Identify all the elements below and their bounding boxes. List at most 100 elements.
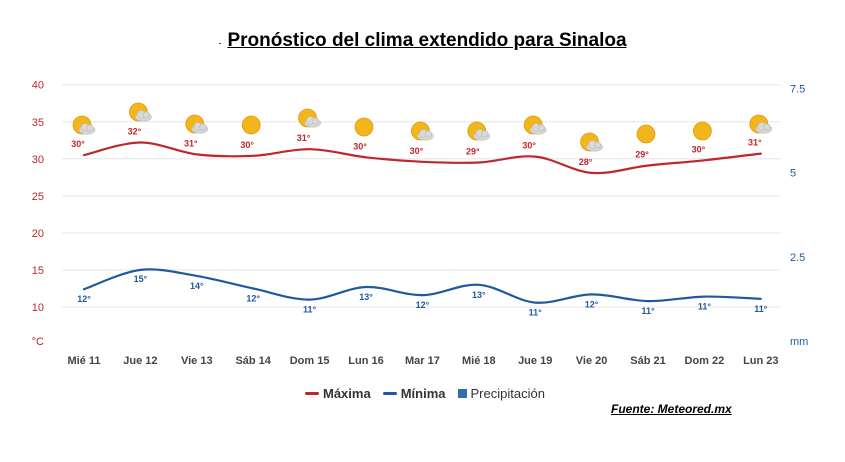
maxima-data-label: 31°	[748, 138, 762, 148]
legend-item-precipitacion[interactable]: Precipitación	[457, 385, 545, 401]
sun-icon	[693, 121, 712, 141]
minima-data-label: 11°	[698, 302, 712, 312]
maxima-data-label: 29°	[635, 149, 649, 159]
maxima-data-label: 30°	[71, 139, 85, 149]
source-credit: Fuente: Meteored.mx	[611, 402, 732, 416]
x-tick-label: Sáb 21	[630, 355, 665, 367]
cloud-puff	[312, 117, 320, 125]
y-axis-right: 2.5 5 7.5 mm	[790, 83, 808, 348]
partly-cloudy-icon	[185, 114, 209, 134]
cloud-puff	[537, 124, 545, 132]
partly-cloudy-icon	[580, 132, 603, 152]
maxima-data-label: 32°	[128, 126, 142, 136]
maxima-data-label: 31°	[297, 133, 311, 143]
x-tick-label: Dom 22	[685, 355, 725, 367]
maxima-line	[82, 141, 762, 175]
y-right-unit: mm	[790, 336, 808, 348]
title-prefix: -	[218, 38, 222, 48]
partly-cloudy-icon	[523, 115, 547, 135]
legend-swatch-minima	[382, 391, 397, 395]
x-tick-label: Lun 23	[743, 355, 778, 367]
partly-cloudy-icon	[298, 108, 321, 128]
legend-swatch-maxima	[305, 391, 319, 395]
legend: Máxima Mínima Precipitación	[305, 384, 557, 402]
x-tick-label: Jue 19	[518, 355, 552, 367]
maxima-data-label: 29°	[466, 147, 480, 157]
minima-data-label: 13°	[472, 290, 486, 300]
x-tick-label: Vie 13	[181, 355, 213, 367]
cloud-puff	[763, 123, 771, 131]
y-left-tick-label: 25	[32, 191, 44, 203]
series-lines	[82, 141, 762, 304]
cloud-puff	[199, 123, 207, 131]
minima-data-label: 13°	[359, 292, 373, 302]
y-right-tick-label: 7.5	[790, 83, 805, 95]
x-tick-label: Dom 15	[290, 355, 330, 367]
x-tick-label: Vie 20	[576, 355, 608, 367]
cloud-puff	[142, 111, 150, 119]
y-right-tick-label: 2.5	[790, 252, 805, 264]
cloud-puff	[481, 130, 489, 138]
x-tick-label: Mié 18	[462, 355, 496, 367]
sun-shape	[693, 121, 712, 141]
legend-label-precipitacion: Precipitación	[470, 385, 545, 401]
x-tick-label: Mié 11	[67, 355, 100, 367]
maxima-data-label: 28°	[579, 157, 593, 167]
minima-data-label: 11°	[529, 308, 543, 318]
y-left-tick-label: 20	[32, 228, 44, 240]
maxima-data-label: 30°	[522, 141, 536, 151]
y-left-tick-label: 40	[32, 80, 44, 92]
maxima-data-label: 30°	[240, 140, 254, 150]
legend-swatch-precipitacion	[457, 388, 467, 398]
cloud-puff	[86, 124, 94, 132]
sun-icon	[241, 115, 261, 135]
minima-data-label: 14°	[190, 281, 204, 291]
minima-data-label: 12°	[77, 294, 91, 304]
cloud-puff	[424, 130, 432, 138]
sun-icon	[354, 117, 374, 137]
maxima-data-label: 30°	[353, 141, 367, 151]
y-left-unit: °C	[32, 336, 44, 348]
data-labels: 30° 32° 31° 30° 31° 30° 30° 29° 30° 28° 29° 30° 31° 1…	[71, 126, 768, 317]
sun-shape	[636, 124, 656, 144]
x-axis: Mié 11 Jue 12 Vie 13 Sáb 14 Dom 15 Lun 16 Mar …	[67, 355, 778, 367]
y-left-tick-label: 30	[32, 154, 44, 166]
minima-data-label: 12°	[585, 299, 599, 309]
sun-icon	[636, 124, 656, 144]
cloud-puff	[594, 141, 602, 149]
legend-label-maxima: Máxima	[323, 385, 371, 401]
legend-label-minima: Mínima	[400, 385, 446, 401]
x-tick-label: Lun 16	[348, 355, 383, 367]
y-left-tick-label: 15	[32, 265, 44, 277]
x-tick-label: Jue 12	[123, 355, 157, 367]
grid-lines	[62, 84, 780, 308]
partly-cloudy-icon	[72, 115, 96, 135]
minima-data-label: 11°	[303, 305, 317, 315]
weather-icons	[72, 102, 773, 152]
x-tick-label: Sáb 14	[235, 355, 271, 367]
minima-line	[82, 268, 762, 304]
maxima-data-label: 30°	[692, 144, 706, 154]
sun-shape	[241, 115, 261, 135]
minima-data-label: 15°	[134, 274, 148, 284]
legend-item-minima[interactable]: Mínima	[382, 385, 446, 401]
minima-data-label: 11°	[641, 306, 655, 316]
maxima-data-label: 30°	[410, 146, 424, 156]
partly-cloudy-icon	[410, 121, 434, 141]
y-right-tick-label: 5	[790, 168, 796, 180]
legend-item-maxima[interactable]: Máxima	[305, 386, 371, 401]
minima-data-label: 12°	[246, 293, 260, 303]
minima-data-label: 11°	[754, 304, 768, 314]
sun-shape	[354, 117, 374, 137]
partly-cloudy-icon	[128, 102, 152, 122]
y-left-tick-label: 35	[32, 117, 44, 129]
minima-data-label: 12°	[416, 300, 430, 310]
y-axis-left: 10 15 20 25 30 35 40 °C	[32, 80, 44, 348]
chart-title-wrap: - Pronóstico del clima extendido para Sin…	[0, 30, 845, 52]
chart-title: Pronóstico del clima extendido para Sina…	[227, 30, 627, 51]
partly-cloudy-icon	[467, 121, 491, 141]
partly-cloudy-icon	[749, 114, 773, 134]
x-tick-label: Mar 17	[405, 355, 440, 367]
maxima-data-label: 31°	[184, 138, 198, 148]
